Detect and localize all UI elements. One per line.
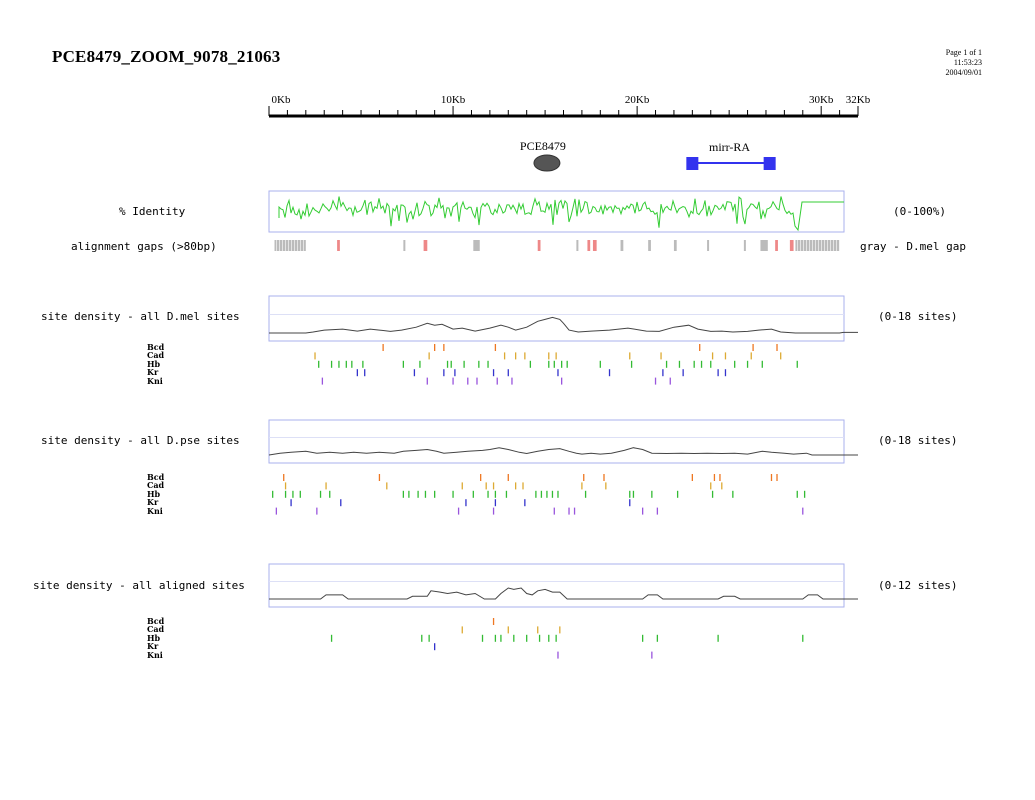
identity-range: (0-100%): [893, 205, 946, 218]
alignment-gap: [760, 240, 768, 251]
density-label-dmel: site density - all D.mel sites: [41, 310, 240, 323]
density-label-dpse: site density - all D.pse sites: [41, 434, 240, 447]
density-track-1: [268, 419, 858, 515]
density-profile: [268, 447, 858, 456]
density-frame: [268, 419, 845, 464]
factor-label-hb: Hb: [147, 358, 161, 369]
gene-label: mirr-RA: [708, 140, 751, 154]
gene-exon-left: [686, 157, 699, 170]
density-range-dmel: (0-18 sites): [878, 310, 958, 323]
page-number: Page 1 of 1: [945, 48, 982, 57]
gaps-legend: gray - D.mel gap: [860, 240, 966, 253]
factor-label-kr: Kr: [147, 497, 159, 508]
identity-label: % Identity: [119, 205, 186, 218]
pce-element-label: PCE8479: [519, 139, 566, 153]
identity-frame: [268, 190, 845, 233]
factor-label-kni: Kni: [147, 505, 163, 516]
density-profile: [269, 316, 858, 334]
ruler-label: 32Kb: [846, 94, 871, 106]
density-track-2: [268, 563, 858, 659]
alignment-gap: [403, 240, 406, 251]
pce-element-ellipse: [533, 154, 561, 172]
page-date: 2004/09/01: [945, 68, 982, 77]
identity-trace: [278, 196, 844, 232]
gene-exon-right: [763, 157, 776, 170]
page-title: PCE8479_ZOOM_9078_21063: [52, 47, 281, 66]
density-frame: [268, 563, 845, 608]
identity-track: [268, 190, 845, 233]
alignment-gap: [576, 240, 579, 251]
factor-label-bcd: Bcd: [147, 472, 165, 482]
alignment-gap: [743, 240, 746, 251]
page-meta: Page 1 of 1 11:53:23 2004/09/01: [946, 48, 982, 78]
factor-label-hb: Hb: [147, 488, 161, 499]
alignment-gap: [648, 240, 651, 251]
feature-track: [533, 154, 776, 172]
alignment-gap: [274, 240, 306, 251]
ruler-label: 20Kb: [625, 94, 650, 106]
density-profile: [269, 587, 858, 600]
density-range-aligned: (0-12 sites): [878, 579, 958, 592]
factor-label-bcd: Bcd: [147, 342, 165, 352]
factor-label-cad: Cad: [147, 480, 165, 491]
factor-label-cad: Cad: [147, 350, 165, 361]
alignment-gap: [587, 240, 591, 251]
alignment-gap: [707, 240, 710, 251]
factor-label-bcd: Bcd: [147, 616, 165, 626]
alignment-gap: [795, 240, 840, 251]
density-label-aligned: site density - all aligned sites: [33, 579, 245, 592]
density-tracks: [268, 295, 858, 659]
alignment-gap: [775, 240, 778, 251]
ruler-label: 0Kb: [272, 94, 291, 106]
gap-track: [274, 240, 840, 251]
factor-label-cad: Cad: [147, 624, 165, 635]
alignment-gap: [337, 240, 340, 251]
density-frame: [268, 295, 845, 342]
factor-label-kni: Kni: [147, 375, 163, 386]
alignment-gap: [592, 240, 597, 251]
ruler-label: 10Kb: [441, 94, 466, 106]
alignment-gap: [789, 240, 794, 251]
density-track-0: [268, 295, 858, 385]
alignment-gap: [673, 240, 677, 251]
alignment-gap: [620, 240, 624, 251]
factor-label-kr: Kr: [147, 367, 159, 378]
page-time: 11:53:23: [953, 58, 982, 67]
ruler-label: 30Kb: [809, 94, 834, 106]
factor-label-kr: Kr: [147, 641, 159, 652]
gaps-label: alignment gaps (>80bp): [71, 240, 217, 253]
factor-label-kni: Kni: [147, 649, 163, 660]
alignment-gap: [473, 240, 480, 251]
factor-label-hb: Hb: [147, 632, 161, 643]
kb-ruler: 0Kb 10Kb 20Kb 30Kb 32Kb: [268, 94, 871, 118]
alignment-gap: [537, 240, 541, 251]
alignment-gap: [423, 240, 428, 251]
density-range-dpse: (0-18 sites): [878, 434, 958, 447]
